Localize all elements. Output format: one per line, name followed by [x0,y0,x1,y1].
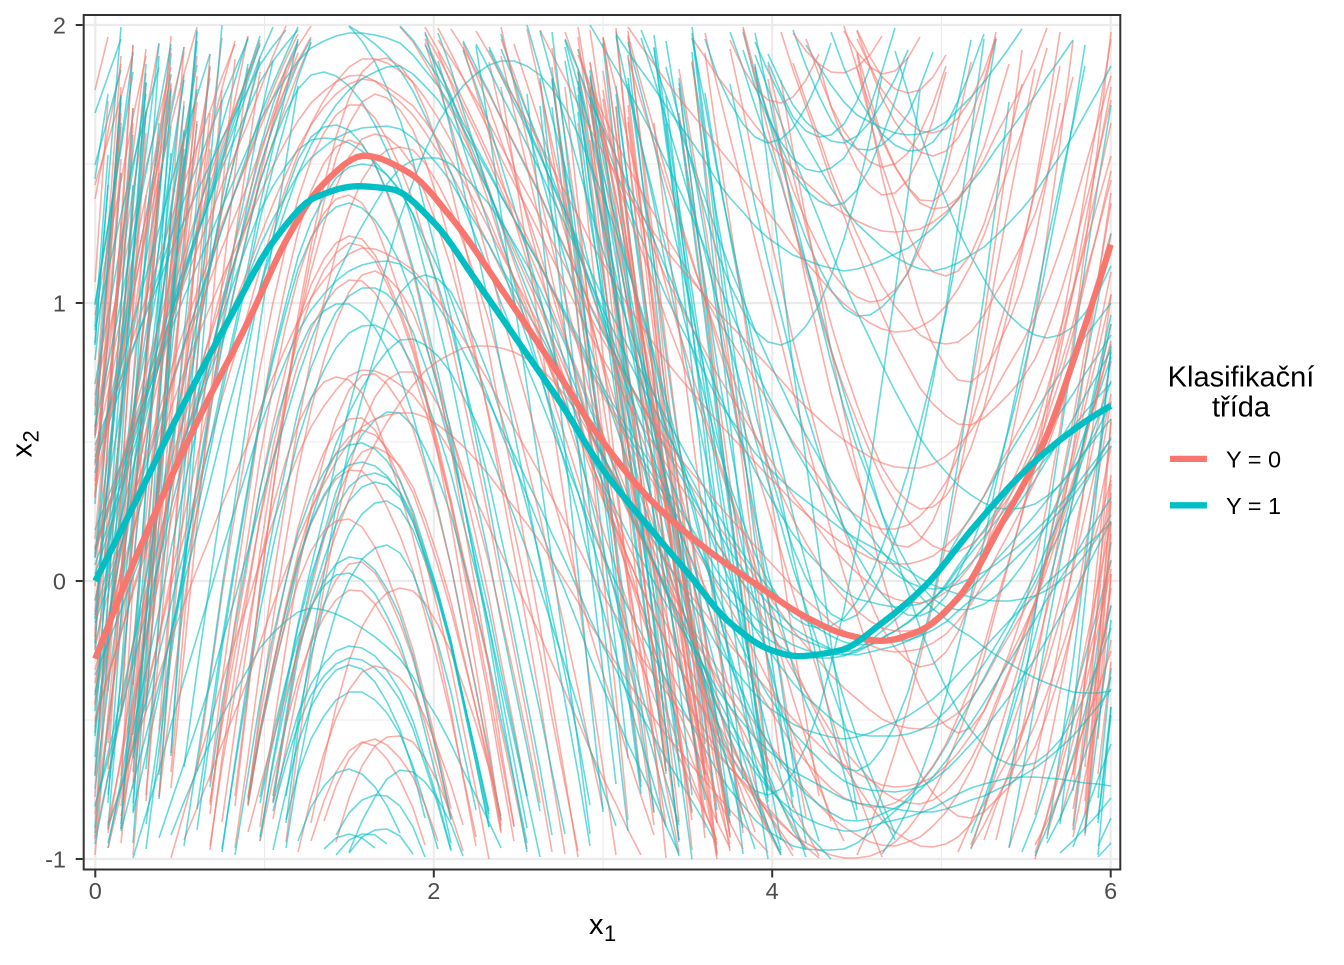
svg-text:0: 0 [89,878,102,904]
svg-text:x: x [589,909,604,941]
svg-text:x: x [7,443,39,458]
svg-text:Y = 0: Y = 0 [1226,447,1281,473]
svg-text:2: 2 [53,12,66,38]
svg-text:-1: -1 [45,846,66,872]
svg-text:2: 2 [19,430,44,442]
svg-text:0: 0 [53,568,66,594]
svg-text:1: 1 [53,290,66,316]
svg-text:Y = 1: Y = 1 [1226,493,1281,519]
svg-text:třída: třída [1212,392,1271,424]
svg-text:Klasifikační: Klasifikační [1168,362,1315,394]
svg-text:2: 2 [427,878,440,904]
svg-text:1: 1 [604,921,616,946]
svg-text:4: 4 [766,878,779,904]
svg-text:6: 6 [1104,878,1117,904]
